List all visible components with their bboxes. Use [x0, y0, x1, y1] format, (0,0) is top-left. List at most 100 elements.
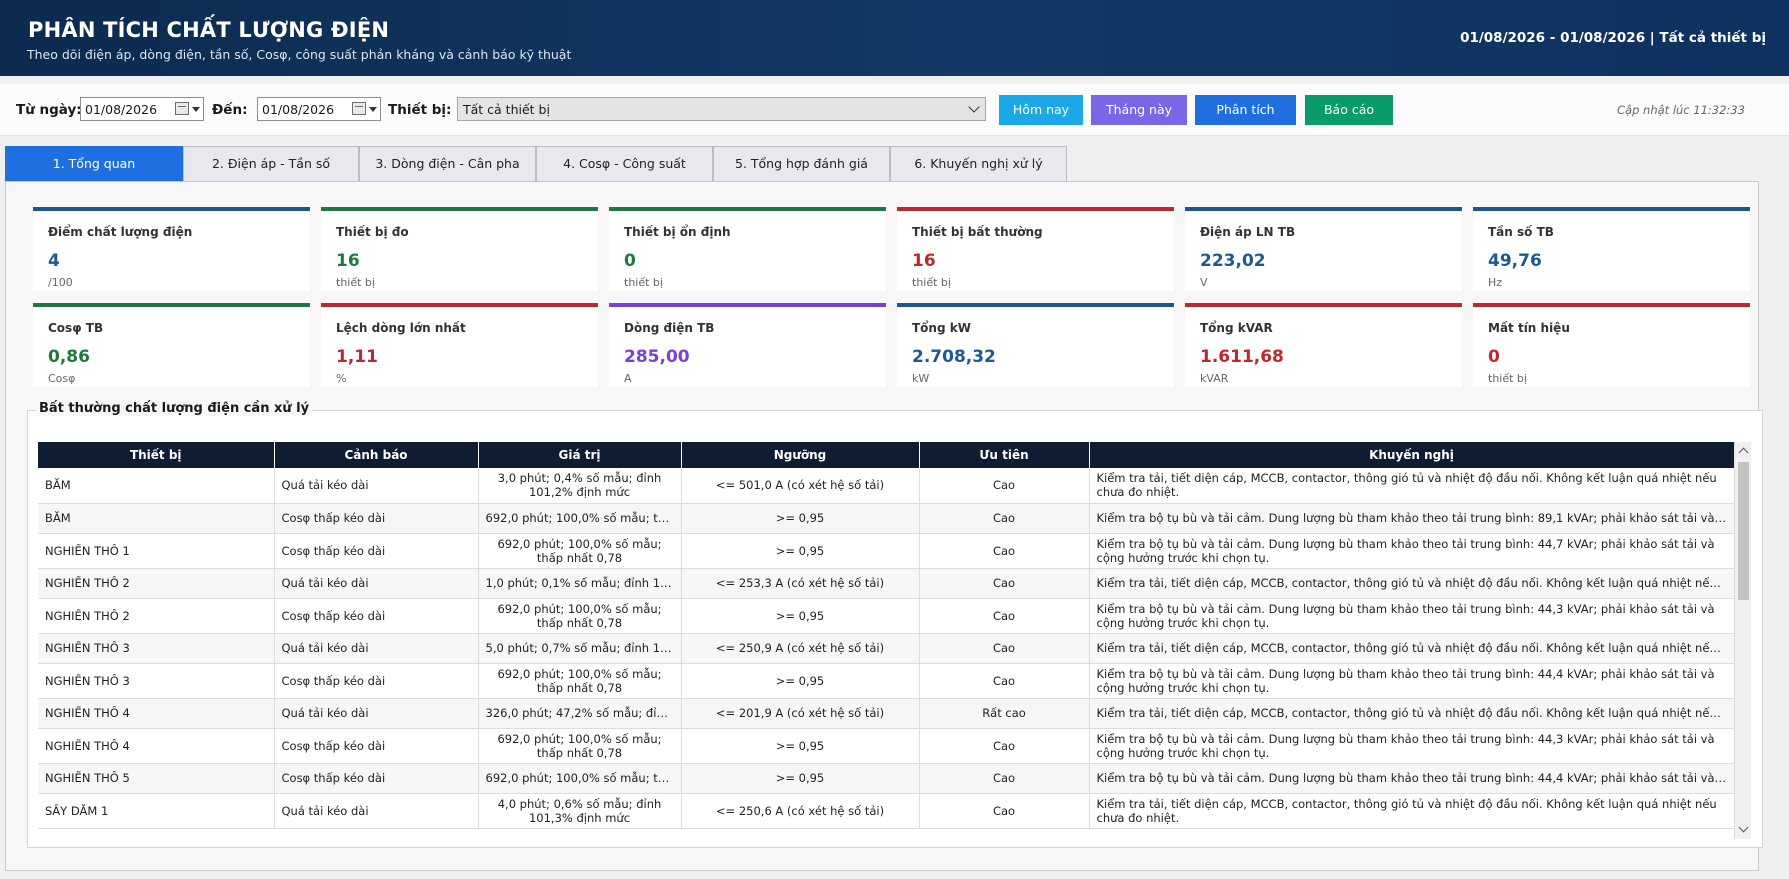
chevron-down-icon[interactable] — [369, 107, 377, 112]
device-label: Thiết bị: — [388, 102, 452, 118]
calendar-icon[interactable] — [352, 102, 366, 115]
cell-device-text: BĂM — [45, 511, 71, 525]
calendar-icon[interactable] — [175, 102, 189, 115]
kpi-card: Tần số TB 49,76 Hz — [1473, 207, 1750, 291]
table-row[interactable]: NGHIỀN THÔ 4 Quá tải kéo dài 326,0 phút; 4… — [38, 698, 1734, 729]
scroll-down-icon[interactable] — [1738, 822, 1749, 833]
cell-recommendation-text: Kiểm tra tải, tiết diện cáp, MCCB, conta… — [1096, 706, 1727, 720]
cell-threshold-text: <= 253,3 A (có xét hệ số tải) — [715, 576, 885, 590]
page-title: PHÂN TÍCH CHẤT LƯỢNG ĐIỆN — [28, 18, 390, 42]
kpi-unit: A — [624, 372, 632, 385]
analyze-button[interactable]: Phân tích — [1195, 95, 1296, 125]
kpi-card: Điểm chất lượng điện 4/100 — [33, 207, 310, 291]
cell-recommendation: Kiểm tra bộ tụ bù và tải cảm. Dung lượng… — [1089, 533, 1734, 569]
scrollbar-thumb[interactable] — [1738, 462, 1749, 600]
cell-value-text: 692,0 phút; 100,0% số mẫu; thấp ... — [485, 511, 674, 525]
kpi-unit: Hz — [1488, 276, 1503, 289]
tab-summary[interactable]: 5. Tổng hợp đánh giá — [713, 146, 890, 181]
kpi-unit: thiết bị — [624, 276, 663, 289]
table-row[interactable]: SẤY DĂM 1 Quá tải kéo dài 4,0 phút; 0,6% s… — [38, 793, 1734, 829]
table-row[interactable]: NGHIỀN THÔ 3 Quá tải kéo dài 5,0 phút; 0,7… — [38, 633, 1734, 664]
table-row[interactable]: NGHIỀN THÔ 5 Cosφ thấp kéo dài 692,0 phút;… — [38, 763, 1734, 794]
kpi-value: 285,00 — [624, 347, 690, 367]
column-header-threshold[interactable]: Ngưỡng — [681, 442, 920, 468]
cell-priority-text: Rất cao — [982, 706, 1026, 720]
cell-warning-text: Cosφ thấp kéo dài — [281, 543, 386, 558]
tab-voltage-frequency[interactable]: 2. Điện áp - Tần số — [183, 146, 359, 181]
cell-priority-text: Cao — [992, 673, 1016, 688]
kpi-card: Tổng kW 2.708,32 kW — [897, 303, 1174, 387]
cell-threshold: <= 501,0 A (có xét hệ số tải) — [681, 468, 920, 504]
tab-overview[interactable]: 1. Tổng quan — [5, 146, 183, 181]
tab-current-balance[interactable]: 3. Dòng điện - Cân pha — [359, 146, 536, 181]
anomaly-table-viewport[interactable]: Thiết bị Cảnh báo Giá trị Ngưỡng Ưu tiên… — [38, 442, 1734, 839]
to-date-value: 01/08/2026 — [262, 102, 335, 117]
kpi-unit: % — [336, 372, 347, 385]
kpi-card: Mất tín hiệu 0 thiết bị — [1473, 303, 1750, 387]
column-header-priority[interactable]: Ưu tiên — [919, 442, 1090, 468]
column-header-value[interactable]: Giá trị — [478, 442, 682, 468]
kpi-label: Mất tín hiệu — [1488, 321, 1570, 335]
chevron-down-icon[interactable] — [968, 101, 980, 113]
anomaly-table: Thiết bị Cảnh báo Giá trị Ngưỡng Ưu tiên… — [38, 442, 1734, 829]
kpi-value: 0 — [1488, 347, 1500, 367]
column-header-warning[interactable]: Cảnh báo — [274, 442, 479, 468]
kpi-label: Tần số TB — [1488, 225, 1554, 239]
cell-warning: Cosφ thấp kéo dài — [274, 663, 479, 699]
kpi-card: Cosφ TB 0,86 Cosφ — [33, 303, 310, 387]
column-header-device[interactable]: Thiết bị — [38, 442, 275, 468]
cell-warning: Quá tải kéo dài — [274, 698, 479, 729]
cell-threshold-text: <= 201,9 A (có xét hệ số tải) — [715, 706, 885, 720]
kpi-label: Tổng kVAR — [1200, 321, 1273, 335]
today-button[interactable]: Hôm nay — [999, 95, 1083, 125]
kpi-value: 1,11 — [336, 347, 378, 367]
table-row[interactable]: NGHIỀN THÔ 3 Cosφ thấp kéo dài 692,0 phút;… — [38, 663, 1734, 699]
table-row[interactable]: BĂM Quá tải kéo dài 3,0 phút; 0,4% số mẫu;… — [38, 468, 1734, 504]
chevron-down-icon[interactable] — [192, 107, 200, 112]
cell-recommendation-text: Kiểm tra bộ tụ bù và tải cảm. Dung lượng… — [1096, 536, 1715, 565]
table-row[interactable]: BĂM Cosφ thấp kéo dài 692,0 phút; 100,0% s… — [38, 503, 1734, 534]
cell-threshold: >= 0,95 — [681, 763, 920, 794]
cell-value-text: 3,0 phút; 0,4% số mẫu; đỉnh 101,2% định … — [497, 471, 662, 500]
table-row[interactable]: NGHIỀN THÔ 1 Cosφ thấp kéo dài 692,0 phút;… — [38, 533, 1734, 569]
cell-value-text: 4,0 phút; 0,6% số mẫu; đỉnh 101,3% định … — [497, 796, 662, 825]
scroll-up-icon[interactable] — [1738, 447, 1749, 458]
cell-recommendation-text: Kiểm tra bộ tụ bù và tải cảm. Dung lượng… — [1096, 511, 1727, 525]
tab-recommendations[interactable]: 6. Khuyến nghị xử lý — [890, 146, 1067, 181]
device-select-value: Tất cả thiết bị — [463, 102, 550, 117]
device-select[interactable]: Tất cả thiết bị — [457, 97, 986, 121]
kpi-label: Tổng kW — [912, 321, 971, 335]
cell-device-text: BĂM — [45, 478, 71, 493]
table-row[interactable]: NGHIỀN THÔ 2 Cosφ thấp kéo dài 692,0 phút;… — [38, 598, 1734, 634]
cell-device: BĂM — [38, 468, 275, 504]
cell-device: NGHIỀN THÔ 3 — [38, 633, 275, 664]
cell-priority-text: Cao — [992, 641, 1016, 655]
cell-threshold-text: >= 0,95 — [775, 608, 825, 623]
table-scrollbar[interactable] — [1734, 442, 1751, 839]
cell-device-text: NGHIỀN THÔ 1 — [45, 543, 130, 558]
cell-device: NGHIỀN THÔ 2 — [38, 598, 275, 634]
cell-value: 692,0 phút; 100,0% số mẫu; thấp nhất 0,7… — [478, 728, 682, 764]
to-date-picker[interactable]: 01/08/2026 — [257, 97, 381, 121]
report-button[interactable]: Báo cáo — [1305, 95, 1393, 125]
table-row[interactable]: NGHIỀN THÔ 2 Quá tải kéo dài 1,0 phút; 0,1… — [38, 568, 1734, 599]
kpi-label: Điểm chất lượng điện — [48, 225, 193, 239]
cell-warning-text: Quá tải kéo dài — [281, 803, 369, 818]
kpi-label: Thiết bị bất thường — [912, 225, 1043, 239]
header-range: 01/08/2026 - 01/08/2026 | Tất cả thiết b… — [1460, 30, 1766, 46]
cell-priority-text: Cao — [992, 738, 1016, 753]
cell-priority-text: Cao — [992, 576, 1016, 590]
tab-cosphi-power[interactable]: 4. Cosφ - Công suất — [536, 146, 713, 181]
cell-device-text: NGHIỀN THÔ 2 — [45, 608, 130, 623]
kpi-value: 0,86 — [48, 347, 90, 367]
from-date-picker[interactable]: 01/08/2026 — [80, 97, 204, 121]
cell-value-text: 692,0 phút; 100,0% số mẫu; thấp nhất 0,7… — [497, 731, 662, 760]
this-month-button[interactable]: Tháng này — [1091, 95, 1187, 125]
table-row[interactable]: NGHIỀN THÔ 4 Cosφ thấp kéo dài 692,0 phút;… — [38, 728, 1734, 764]
cell-priority: Cao — [919, 728, 1090, 764]
cell-warning: Cosφ thấp kéo dài — [274, 598, 479, 634]
cell-device: NGHIỀN THÔ 3 — [38, 663, 275, 699]
cell-warning-text: Quá tải kéo dài — [281, 478, 369, 493]
column-header-recommendation[interactable]: Khuyến nghị — [1089, 442, 1734, 468]
cell-warning-text: Cosφ thấp kéo dài — [281, 511, 386, 525]
